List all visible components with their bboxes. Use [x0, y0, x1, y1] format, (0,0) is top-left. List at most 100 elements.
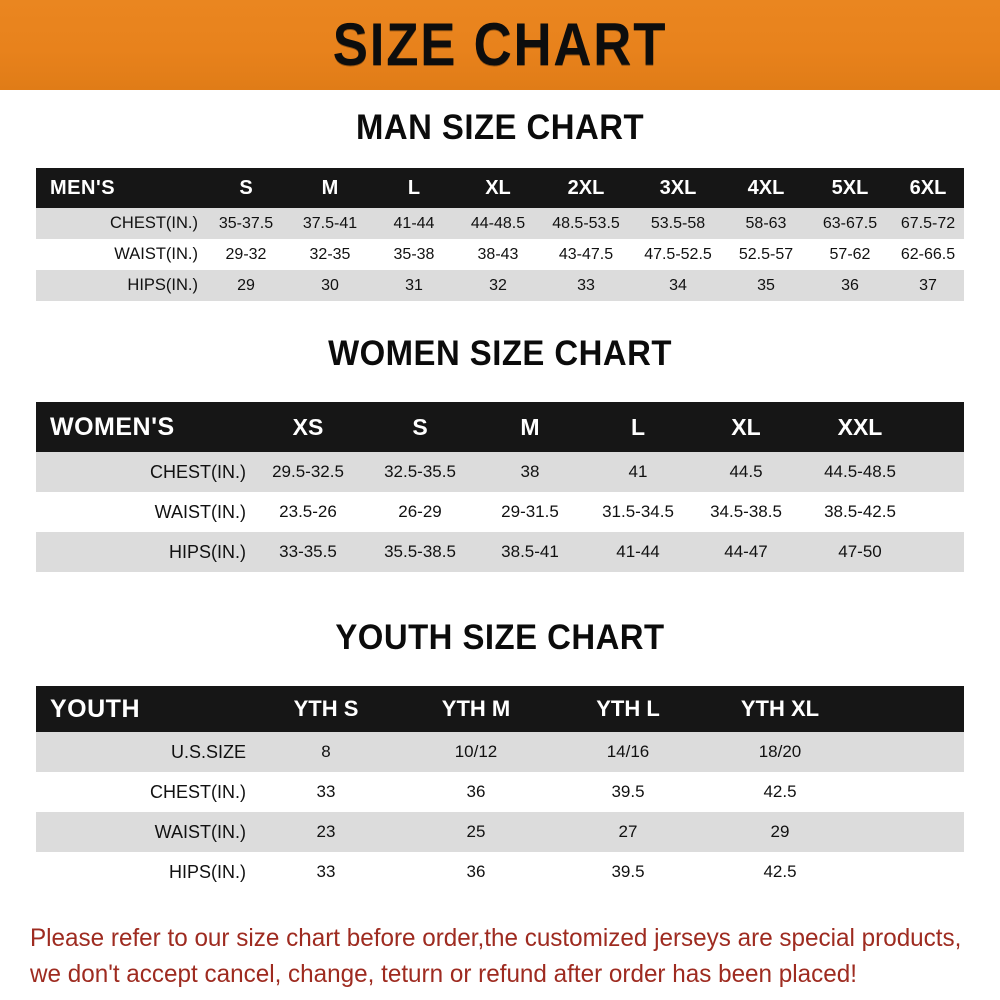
women-header-s: S — [364, 402, 476, 452]
footer-line-2: we don't accept cancel, change, teturn o… — [30, 960, 857, 988]
women-waist-xxl: 38.5-42.5 — [800, 492, 920, 532]
women-chest-m: 38 — [476, 452, 584, 492]
youth-row-label-hips: HIPS(IN.) — [36, 852, 252, 892]
women-waist-s: 26-29 — [364, 492, 476, 532]
women-chest-xxl: 44.5-48.5 — [800, 452, 920, 492]
men-chest-5xl: 63-67.5 — [808, 208, 892, 239]
youth-ussize-xl: 18/20 — [704, 732, 856, 772]
men-waist-l: 35-38 — [372, 239, 456, 270]
men-chest-m: 37.5-41 — [288, 208, 372, 239]
men-hips-5xl: 36 — [808, 270, 892, 301]
youth-chest-l: 39.5 — [552, 772, 704, 812]
youth-ussize-l: 14/16 — [552, 732, 704, 772]
men-chest-xl: 44-48.5 — [456, 208, 540, 239]
men-row-label-chest: CHEST(IN.) — [36, 208, 204, 239]
men-chest-3xl: 53.5-58 — [632, 208, 724, 239]
women-chest-xs: 29.5-32.5 — [252, 452, 364, 492]
women-chest-s: 32.5-35.5 — [364, 452, 476, 492]
youth-header-xl: YTH XL — [704, 686, 856, 732]
table-row: HIPS(IN.) 33-35.5 35.5-38.5 38.5-41 41-4… — [36, 532, 964, 572]
youth-header-label: YOUTH — [36, 686, 252, 732]
men-header-3xl: 3XL — [632, 168, 724, 208]
men-hips-3xl: 34 — [632, 270, 724, 301]
women-row-label-chest: CHEST(IN.) — [36, 452, 252, 492]
youth-chest-xl: 42.5 — [704, 772, 856, 812]
youth-chest-spacer — [856, 772, 964, 812]
women-row-label-waist: WAIST(IN.) — [36, 492, 252, 532]
men-waist-5xl: 57-62 — [808, 239, 892, 270]
women-waist-m: 29-31.5 — [476, 492, 584, 532]
women-header-spacer — [920, 402, 964, 452]
youth-waist-xl: 29 — [704, 812, 856, 852]
youth-hips-m: 36 — [400, 852, 552, 892]
men-hips-4xl: 35 — [724, 270, 808, 301]
footer-disclaimer: Please refer to our size chart before or… — [30, 920, 962, 992]
youth-waist-spacer — [856, 812, 964, 852]
men-hips-l: 31 — [372, 270, 456, 301]
men-chest-l: 41-44 — [372, 208, 456, 239]
men-header-xl: XL — [456, 168, 540, 208]
women-header-label: WOMEN'S — [36, 402, 252, 452]
youth-header-spacer — [856, 686, 964, 732]
men-chest-6xl: 67.5-72 — [892, 208, 964, 239]
women-header-l: L — [584, 402, 692, 452]
youth-ussize-spacer — [856, 732, 964, 772]
youth-chest-s: 33 — [252, 772, 400, 812]
men-hips-xl: 32 — [456, 270, 540, 301]
men-chest-4xl: 58-63 — [724, 208, 808, 239]
table-row: WAIST(IN.) 29-32 32-35 35-38 38-43 43-47… — [36, 239, 964, 270]
table-row: WAIST(IN.) 23.5-26 26-29 29-31.5 31.5-34… — [36, 492, 964, 532]
women-row-label-hips: HIPS(IN.) — [36, 532, 252, 572]
men-hips-s: 29 — [204, 270, 288, 301]
youth-waist-s: 23 — [252, 812, 400, 852]
men-hips-m: 30 — [288, 270, 372, 301]
youth-waist-m: 25 — [400, 812, 552, 852]
women-hips-xs: 33-35.5 — [252, 532, 364, 572]
men-header-4xl: 4XL — [724, 168, 808, 208]
youth-header-l: YTH L — [552, 686, 704, 732]
men-waist-4xl: 52.5-57 — [724, 239, 808, 270]
women-header-xl: XL — [692, 402, 800, 452]
footer-line-1: Please refer to our size chart before or… — [30, 924, 962, 952]
youth-header-row: YOUTH YTH S YTH M YTH L YTH XL — [36, 686, 964, 732]
men-header-6xl: 6XL — [892, 168, 964, 208]
men-header-m: M — [288, 168, 372, 208]
women-header-xs: XS — [252, 402, 364, 452]
women-waist-xl: 34.5-38.5 — [692, 492, 800, 532]
youth-waist-l: 27 — [552, 812, 704, 852]
page-title: SIZE CHART — [332, 11, 668, 78]
men-waist-s: 29-32 — [204, 239, 288, 270]
men-chest-s: 35-37.5 — [204, 208, 288, 239]
men-waist-3xl: 47.5-52.5 — [632, 239, 724, 270]
section-title-women: WOMEN SIZE CHART — [328, 334, 672, 373]
page-banner: SIZE CHART — [0, 0, 1000, 90]
table-row: CHEST(IN.) 33 36 39.5 42.5 — [36, 772, 964, 812]
youth-hips-spacer — [856, 852, 964, 892]
table-row: CHEST(IN.) 29.5-32.5 32.5-35.5 38 41 44.… — [36, 452, 964, 492]
section-title-youth: YOUTH SIZE CHART — [335, 618, 665, 657]
women-header-xxl: XXL — [800, 402, 920, 452]
men-header-l: L — [372, 168, 456, 208]
men-waist-6xl: 62-66.5 — [892, 239, 964, 270]
youth-chest-m: 36 — [400, 772, 552, 812]
youth-ussize-s: 8 — [252, 732, 400, 772]
men-waist-m: 32-35 — [288, 239, 372, 270]
men-header-5xl: 5XL — [808, 168, 892, 208]
section-title-man: MAN SIZE CHART — [355, 108, 645, 147]
women-chest-spacer — [920, 452, 964, 492]
youth-ussize-m: 10/12 — [400, 732, 552, 772]
men-header-row: MEN'S S M L XL 2XL 3XL 4XL 5XL 6XL — [36, 168, 964, 208]
men-chest-2xl: 48.5-53.5 — [540, 208, 632, 239]
table-row: HIPS(IN.) 29 30 31 32 33 34 35 36 37 — [36, 270, 964, 301]
women-chest-l: 41 — [584, 452, 692, 492]
women-hips-spacer — [920, 532, 964, 572]
men-header-2xl: 2XL — [540, 168, 632, 208]
youth-header-m: YTH M — [400, 686, 552, 732]
youth-size-table: YOUTH YTH S YTH M YTH L YTH XL U.S.SIZE … — [36, 686, 964, 892]
women-header-m: M — [476, 402, 584, 452]
table-row: U.S.SIZE 8 10/12 14/16 18/20 — [36, 732, 964, 772]
women-hips-xxl: 47-50 — [800, 532, 920, 572]
youth-row-label-ussize: U.S.SIZE — [36, 732, 252, 772]
men-row-label-waist: WAIST(IN.) — [36, 239, 204, 270]
